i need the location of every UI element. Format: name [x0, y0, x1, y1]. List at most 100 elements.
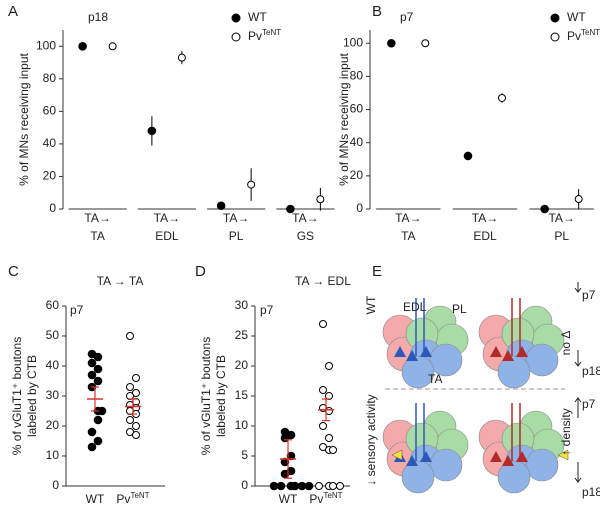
data-point [304, 481, 314, 491]
y-tick-label: 20 [350, 168, 364, 182]
x-tick-label: GS [297, 229, 314, 243]
x-tick-label: PL [554, 229, 569, 243]
arrow-head [574, 287, 582, 293]
x-tick-label: WT [279, 492, 298, 506]
data-point [325, 362, 333, 370]
motor-neuron [420, 346, 432, 357]
time-label: p7 [582, 288, 596, 302]
muscle-pool [497, 355, 531, 389]
y-tick-label: 15 [235, 388, 249, 402]
motor-neuron [394, 346, 406, 357]
legend-marker [550, 32, 560, 42]
x-tick-label: TA→ [292, 211, 318, 225]
data-point [108, 42, 117, 51]
row-label: WT [364, 295, 378, 314]
data-point [498, 93, 506, 102]
panel-letter: A [8, 3, 18, 20]
motor-neuron [490, 451, 502, 462]
y-tick-label: 20 [43, 169, 57, 183]
data-point [78, 41, 87, 51]
y-tick-label: 0 [52, 478, 59, 492]
data-point [93, 436, 103, 446]
y-tick-label: 30 [46, 388, 60, 402]
y-axis-label: labeled by CTB [214, 355, 228, 437]
data-point [87, 358, 97, 368]
y-tick-label: 0 [49, 201, 56, 215]
data-point [93, 376, 103, 386]
legend-label: WT [567, 10, 586, 24]
data-point [126, 416, 134, 424]
y-tick-label: 80 [350, 69, 364, 83]
y-tick-label: 100 [36, 38, 56, 52]
subtitle: p7 [70, 303, 84, 317]
data-point [126, 332, 134, 340]
superscript: TeNT [323, 491, 342, 500]
data-point [329, 482, 337, 490]
data-point [329, 446, 337, 454]
time-label: ↑ density [559, 408, 573, 455]
subtitle: p18 [88, 10, 108, 24]
data-point [319, 386, 327, 394]
data-point [319, 422, 327, 430]
marker [557, 449, 569, 461]
panel-letter: C [8, 263, 19, 280]
time-label: p18 [582, 364, 600, 378]
superscript: TeNT [262, 28, 281, 37]
legend-label: WT [248, 10, 267, 24]
legend-marker [231, 13, 241, 23]
y-axis-label: % of MNs receiving input [337, 52, 351, 185]
y-tick-label: 60 [350, 102, 364, 116]
x-tick-label: WT [86, 492, 105, 506]
data-point [319, 320, 327, 328]
data-point [247, 180, 256, 189]
y-axis-label: % of vGluT1⁺ boutons [199, 337, 213, 455]
motor-neuron [502, 350, 514, 361]
data-point [286, 451, 296, 461]
chart-title: TA → EDL [295, 274, 351, 288]
motor-neuron [502, 455, 514, 466]
muscle-label: PL [452, 302, 467, 316]
data-point [290, 481, 300, 491]
x-tick-label: EDL [473, 229, 497, 243]
muscle-pool [401, 460, 435, 494]
data-point [387, 38, 396, 48]
y-tick-label: 20 [235, 358, 249, 372]
x-tick-label: PvTeNT [116, 491, 149, 507]
arrow-head [574, 477, 582, 483]
muscle-label: EDL [403, 300, 427, 314]
x-tick-label: TA→ [472, 211, 498, 225]
x-tick-label: PL [229, 229, 244, 243]
x-tick-label: EDL [155, 229, 179, 243]
x-tick-label: PvTeNT [309, 491, 342, 507]
data-point [87, 427, 97, 437]
y-axis-label: labeled by CTB [25, 355, 39, 437]
data-point [540, 204, 549, 214]
y-tick-label: 5 [241, 448, 248, 462]
data-point [93, 415, 103, 425]
data-point [269, 481, 279, 491]
data-point [315, 482, 323, 490]
arrow-head [574, 397, 582, 403]
x-tick-label: TA→ [548, 211, 574, 225]
x-tick-label: TA→ [84, 211, 110, 225]
y-tick-label: 80 [43, 71, 57, 85]
time-label: p18 [582, 485, 600, 499]
x-tick-label: TA [90, 229, 104, 243]
y-tick-label: 50 [46, 328, 60, 342]
y-axis-label: % of vGluT1⁺ boutons [10, 337, 24, 455]
time-label: no Δ [559, 331, 573, 356]
y-tick-label: 10 [46, 448, 60, 462]
y-tick-label: 60 [43, 104, 57, 118]
data-point [316, 195, 325, 204]
y-tick-label: 20 [46, 418, 60, 432]
x-tick-label: TA→ [154, 211, 180, 225]
data-point [132, 422, 140, 430]
data-point [126, 383, 134, 391]
y-tick-label: 30 [235, 298, 249, 312]
data-point [93, 364, 103, 374]
data-point [216, 201, 226, 211]
data-point [325, 434, 333, 442]
row-label: ↓ sensory activity [364, 394, 378, 485]
data-point [147, 126, 157, 136]
muscle-pool [429, 448, 463, 482]
